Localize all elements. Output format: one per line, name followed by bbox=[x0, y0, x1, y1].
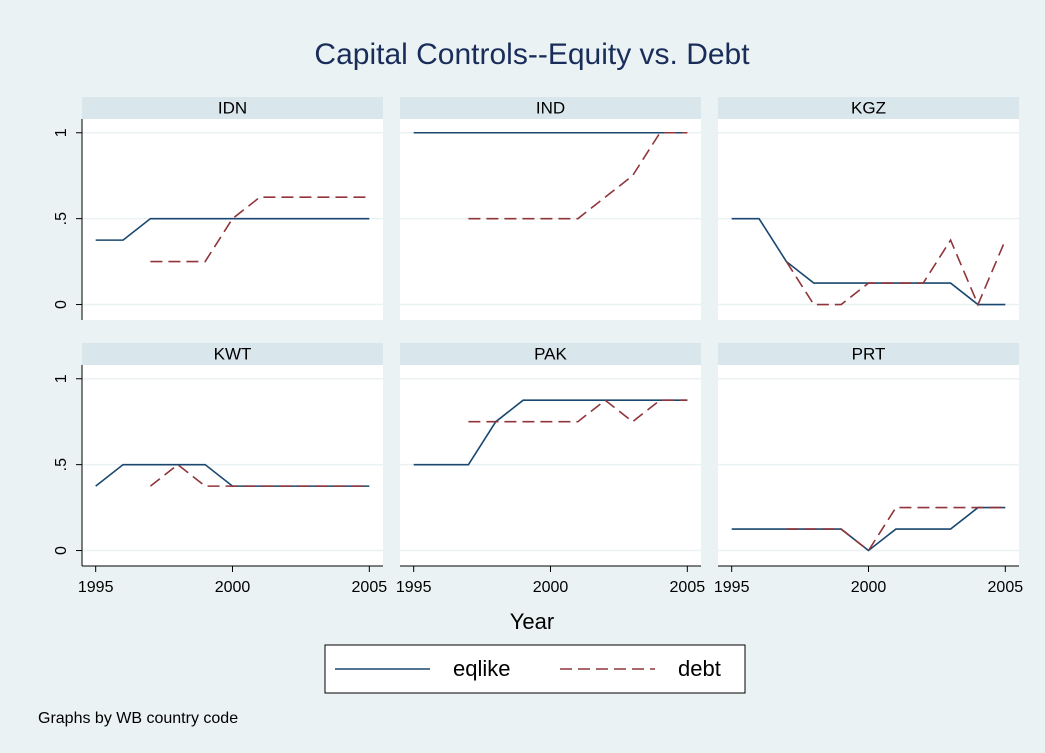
x-tick-label: 1995 bbox=[78, 579, 114, 596]
panel-title: PRT bbox=[852, 344, 886, 363]
series-line bbox=[785, 238, 1007, 307]
panel-title: PAK bbox=[534, 344, 567, 363]
y-tick-label: 0 bbox=[53, 546, 70, 555]
x-tick-label: 2000 bbox=[851, 579, 887, 596]
plot-area bbox=[718, 119, 1019, 320]
panel-header bbox=[718, 343, 1019, 365]
panel-header bbox=[82, 97, 383, 119]
y-tick-label: .5 bbox=[53, 212, 70, 225]
plot-area bbox=[400, 119, 701, 320]
series-line bbox=[468, 399, 688, 423]
x-tick-label: 2005 bbox=[352, 579, 388, 596]
series-line bbox=[149, 463, 370, 487]
x-tick-label: 2005 bbox=[670, 579, 706, 596]
y-tick-label: 0 bbox=[53, 300, 70, 309]
x-tick-label: 1995 bbox=[714, 579, 750, 596]
y-tick-label: 1 bbox=[53, 374, 70, 383]
series-line bbox=[413, 399, 688, 466]
x-axis-label: Year bbox=[510, 609, 554, 634]
series-line bbox=[468, 131, 688, 220]
panel-title: IDN bbox=[218, 98, 247, 117]
series-line bbox=[150, 196, 370, 263]
x-tick-label: 1995 bbox=[396, 579, 432, 596]
series-line bbox=[731, 506, 1006, 552]
series-line bbox=[786, 506, 1006, 552]
x-tick-label: 2000 bbox=[215, 579, 251, 596]
panel-header bbox=[400, 343, 701, 365]
y-tick-label: .5 bbox=[53, 458, 70, 471]
panel-title: KWT bbox=[214, 344, 252, 363]
panel-title: KGZ bbox=[851, 98, 886, 117]
x-tick-label: 2005 bbox=[988, 579, 1024, 596]
chart-title: Capital Controls--Equity vs. Debt bbox=[314, 38, 750, 71]
plot-area bbox=[82, 119, 383, 320]
series-line bbox=[95, 217, 370, 241]
legend-label: eqlike bbox=[453, 656, 510, 681]
x-tick-label: 2000 bbox=[533, 579, 569, 596]
panel-header bbox=[400, 97, 701, 119]
panel-header bbox=[82, 343, 383, 365]
legend-label: debt bbox=[678, 656, 721, 681]
plot-area bbox=[82, 365, 383, 566]
panel-title: IND bbox=[536, 98, 565, 117]
plot-area bbox=[400, 365, 701, 566]
panel-header bbox=[718, 97, 1019, 119]
plot-area bbox=[718, 365, 1019, 566]
y-tick-label: 1 bbox=[53, 128, 70, 137]
note: Graphs by WB country code bbox=[38, 710, 238, 727]
